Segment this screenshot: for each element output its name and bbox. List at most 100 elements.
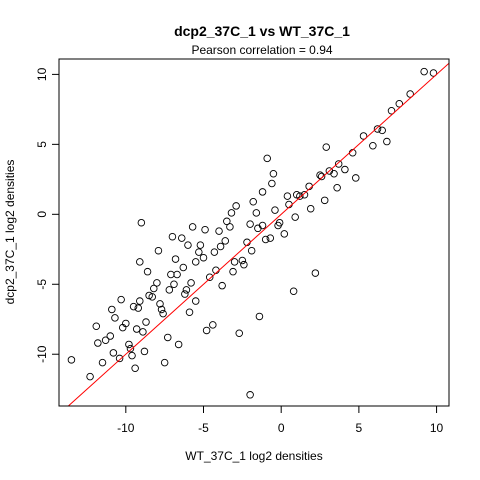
data-point — [300, 190, 309, 199]
data-point — [252, 209, 261, 217]
data-point — [246, 220, 254, 228]
data-point — [322, 143, 331, 151]
data-point — [122, 319, 130, 328]
data-point — [153, 279, 161, 287]
x-tick-label: 5 — [356, 421, 363, 435]
data-point — [378, 126, 386, 135]
data-point — [238, 256, 247, 265]
x-axis-label: WT_37C_1 log2 densities — [185, 449, 322, 463]
chart-subtitle: Pearson correlation = 0.94 — [191, 43, 332, 57]
plot-frame — [58, 58, 450, 407]
data-point — [92, 322, 101, 331]
data-point — [126, 344, 135, 353]
data-point — [139, 328, 147, 336]
data-point — [330, 169, 338, 178]
data-point — [199, 253, 208, 262]
data-point — [188, 223, 197, 231]
data-point — [205, 273, 214, 282]
data-point — [168, 232, 177, 241]
data-point — [247, 246, 256, 255]
data-point — [258, 188, 267, 196]
reference-line — [67, 62, 449, 406]
data-point — [202, 326, 211, 335]
data-point — [223, 217, 231, 226]
data-point — [210, 248, 219, 256]
data-point — [179, 263, 188, 272]
data-point — [232, 202, 240, 210]
plot-area — [58, 58, 450, 407]
data-point — [383, 137, 391, 146]
data-point — [283, 192, 292, 200]
data-point — [334, 160, 343, 168]
data-point — [157, 305, 166, 314]
data-point — [191, 258, 200, 266]
data-point — [142, 318, 150, 326]
data-point — [170, 280, 178, 289]
data-point — [227, 209, 236, 217]
data-point — [128, 351, 136, 360]
y-tick-label: 5 — [35, 141, 49, 148]
data-point — [266, 234, 275, 242]
data-point — [263, 154, 271, 163]
data-point — [261, 235, 270, 244]
data-point — [306, 204, 315, 213]
y-tick-label: -5 — [35, 279, 49, 290]
y-axis: -10 -5 0 5 10 — [35, 67, 59, 363]
data-point — [215, 227, 223, 235]
data-point — [268, 179, 276, 188]
data-point — [143, 267, 152, 276]
data-point — [137, 218, 146, 227]
data-point — [101, 336, 110, 344]
data-point — [196, 241, 205, 249]
data-point — [333, 183, 341, 192]
data-point — [246, 391, 254, 399]
data-point — [249, 197, 257, 206]
data-point — [159, 309, 167, 318]
data-point — [359, 132, 368, 140]
data-point — [420, 67, 428, 76]
data-point — [316, 171, 324, 179]
data-point — [109, 349, 118, 357]
data-point — [216, 242, 225, 251]
y-tick-label: 0 — [35, 211, 49, 218]
data-point — [229, 267, 237, 276]
x-tick-label: 10 — [430, 421, 444, 435]
data-point — [164, 333, 172, 342]
data-point — [275, 218, 284, 227]
data-point — [129, 302, 138, 311]
data-point — [173, 270, 181, 279]
data-point — [280, 230, 289, 238]
data-point — [221, 237, 229, 245]
x-tick-label: 0 — [278, 421, 285, 435]
data-point — [269, 169, 278, 178]
data-point — [271, 206, 279, 214]
data-point — [131, 364, 139, 372]
data-point — [132, 325, 141, 333]
data-point — [226, 223, 234, 231]
data-point — [181, 290, 189, 298]
data-point — [230, 258, 239, 266]
data-point — [258, 221, 267, 230]
data-point — [145, 291, 153, 300]
data-point — [218, 281, 226, 290]
x-axis: -10 -5 0 5 10 — [117, 406, 444, 435]
data-point — [201, 225, 209, 234]
data-point — [115, 354, 124, 363]
data-point — [165, 286, 174, 294]
data-point — [369, 141, 377, 150]
data-point — [136, 258, 144, 266]
data-point — [209, 321, 217, 329]
data-point — [111, 314, 119, 322]
data-point — [171, 255, 180, 263]
data-point — [292, 190, 301, 199]
data-point — [150, 284, 158, 293]
data-point — [429, 69, 438, 77]
data-point — [187, 279, 195, 287]
data-point — [291, 213, 299, 221]
points-layer — [67, 67, 438, 399]
data-point — [134, 304, 142, 312]
data-point — [106, 332, 115, 340]
data-point — [406, 90, 414, 98]
